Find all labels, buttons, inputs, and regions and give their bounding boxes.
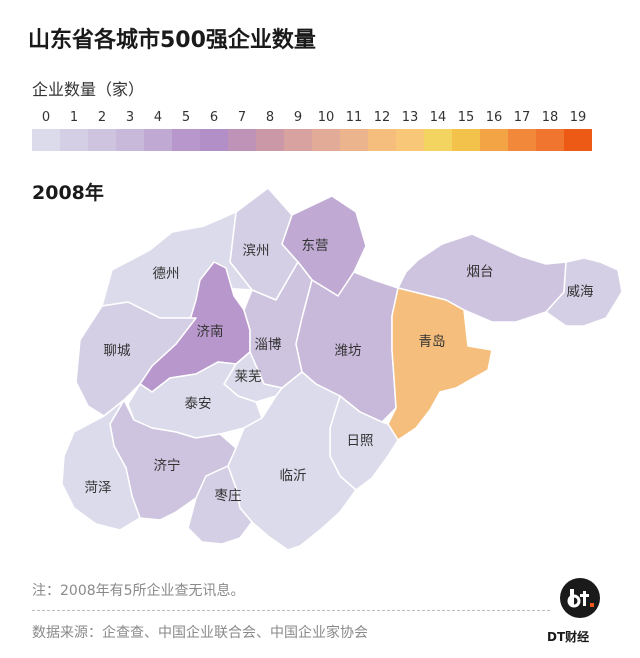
region-qingdao[interactable]: [387, 287, 493, 441]
legend-label: 5: [181, 110, 191, 125]
legend-swatch: [60, 129, 88, 151]
city-label-zaozhuang: 枣庄: [215, 487, 242, 504]
city-label-dongying: 东营: [302, 238, 329, 254]
legend-swatch: [564, 129, 592, 151]
city-label-qingdao: 青岛: [419, 334, 446, 350]
region-heze[interactable]: [61, 399, 141, 531]
legend-label: 10: [317, 110, 335, 125]
city-label-liaocheng: 聊城: [104, 343, 131, 359]
legend-swatch: [424, 129, 452, 151]
legend-swatch: [200, 129, 228, 151]
region-weihai[interactable]: [545, 257, 623, 327]
legend-label: 13: [401, 110, 419, 125]
city-label-zibo: 淄博: [255, 336, 282, 353]
city-label-dezhou: 德州: [153, 266, 180, 282]
city-label-heze: 菏泽: [85, 480, 112, 496]
legend-label: 19: [569, 110, 587, 125]
legend-label: 7: [237, 110, 247, 125]
legend-label: 18: [541, 110, 559, 125]
city-label-jining: 济宁: [154, 457, 181, 474]
region-zaozhuang[interactable]: [187, 465, 253, 545]
city-label-laiwu: 莱芜: [235, 369, 262, 385]
legend-label: 1: [69, 110, 79, 125]
legend-label: 2: [97, 110, 107, 125]
legend-swatch: [88, 129, 116, 151]
legend-swatch: [256, 129, 284, 151]
legend-label: 15: [457, 110, 475, 125]
legend-label: 8: [265, 110, 275, 125]
legend-label: 3: [125, 110, 135, 125]
logo-label: DT财经: [547, 630, 590, 644]
city-label-yantai: 烟台: [467, 264, 494, 280]
legend-label: 16: [485, 110, 503, 125]
city-label-linyi: 临沂: [280, 468, 307, 484]
city-label-taian: 泰安: [185, 396, 212, 412]
legend-swatch: [368, 129, 396, 151]
city-label-weihai: 威海: [567, 284, 594, 300]
legend-label: 12: [373, 110, 391, 125]
legend-swatch: [396, 129, 424, 151]
legend-label: 17: [513, 110, 531, 125]
legend-swatch: [508, 129, 536, 151]
legend-swatch: [116, 129, 144, 151]
legend-label: 11: [345, 110, 363, 125]
legend-label: 14: [429, 110, 447, 125]
footer-divider: [32, 610, 550, 611]
data-source: 数据来源：企查查、中国企业联合会、中国企业家协会: [32, 625, 368, 641]
city-label-jinan: 济南: [197, 324, 224, 340]
legend-label: 4: [153, 110, 163, 125]
legend-swatch: [340, 129, 368, 151]
legend-label: 9: [293, 110, 303, 125]
legend-swatch: [480, 129, 508, 151]
legend-swatch: [452, 129, 480, 151]
legend-swatch: [284, 129, 312, 151]
legend-label: 6: [209, 110, 219, 125]
footnote: 注：2008年有5所企业查无讯息。: [32, 583, 245, 599]
legend-labels: 0 1 2 3 4 5 6 7 8 9 10 11 12 13 14 15 16 17 18 19: [32, 110, 592, 125]
legend-swatch: [228, 129, 256, 151]
region-yantai[interactable]: [397, 233, 567, 323]
city-label-rizhao: 日照: [347, 433, 374, 449]
color-legend: 0 1 2 3 4 5 6 7 8 9 10 11 12 13 14 15 16 17 18 19: [32, 110, 592, 151]
city-label-binzhou: 滨州: [243, 243, 270, 259]
legend-title: 企业数量（家）: [32, 80, 145, 99]
legend-swatch: [144, 129, 172, 151]
city-labels: 滨州 东营 德州 烟台 威海 济南 聊城 淄博 潍坊 青岛 莱芜 泰安 日照 济…: [85, 238, 594, 504]
legend-color-bar: [32, 129, 592, 151]
legend-label: 0: [41, 110, 51, 125]
chart-title: 山东省各城市500强企业数量: [28, 28, 316, 53]
legend-swatch: [536, 129, 564, 151]
legend-swatch: [312, 129, 340, 151]
legend-swatch: [172, 129, 200, 151]
year-label: 2008年: [32, 182, 104, 204]
legend-swatch: [32, 129, 60, 151]
dt-logo-icon: [560, 578, 600, 618]
city-label-weifang: 潍坊: [335, 343, 362, 359]
